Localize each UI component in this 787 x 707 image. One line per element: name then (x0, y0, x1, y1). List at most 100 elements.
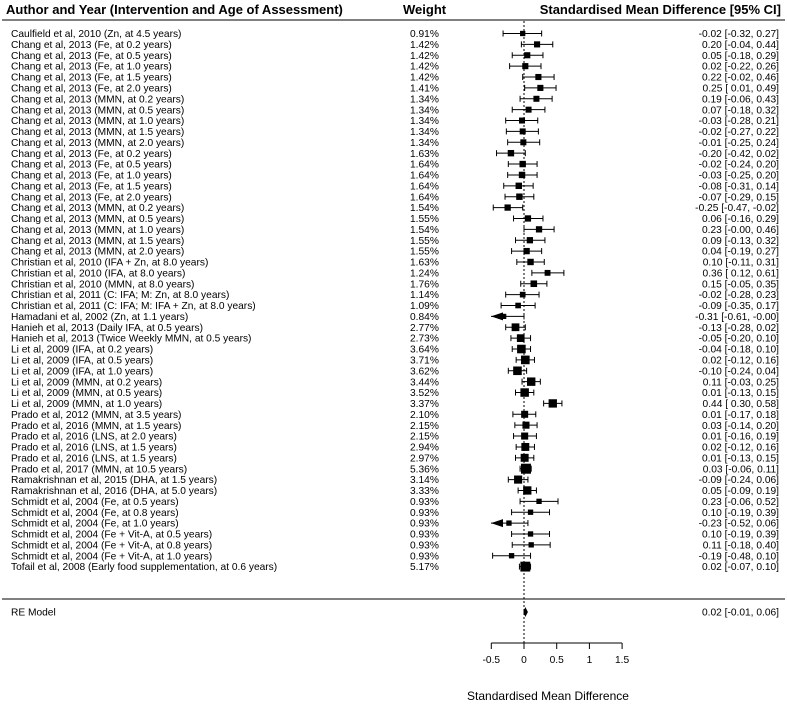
effect-ci-text: 0.22 [-0.02, 0.46] (702, 73, 779, 84)
table-row: Chang et al, 2013 (Fe, at 1.5 years) 1.64… (11, 181, 779, 192)
effect-ci-text: 0.10 [-0.19, 0.39] (702, 530, 779, 541)
effect-ci-text: 0.44 [ 0.30, 0.58] (703, 399, 780, 410)
summary-diamond (523, 607, 528, 617)
effect-ci-text: -0.09 [-0.24, 0.06] (699, 475, 780, 486)
effect-ci-text: 0.02 [-0.12, 0.16] (702, 356, 779, 367)
effect-ci-text: -0.03 [-0.25, 0.20] (699, 171, 780, 182)
table-row: Christian et al, 2010 (IFA, at 8.0 years… (11, 268, 779, 279)
effect-ci-text: 0.10 [-0.19, 0.39] (702, 508, 779, 519)
effect-ci-text: 0.10 [-0.11, 0.31] (703, 258, 779, 269)
table-row: Chang et al, 2013 (Fe, at 0.2 years) 1.42… (11, 40, 779, 51)
effect-ci-text: 0.23 [-0.00, 0.46] (702, 225, 779, 236)
study-label: Chang et al, 2013 (MMN, at 0.2 years) (11, 94, 184, 105)
study-label: Ramakrishnan et al, 2016 (DHA, at 5.0 ye… (11, 486, 217, 497)
weight-value: 1.64% (410, 192, 439, 203)
table-row: Christian et al, 2011 (C: IFA; M: IFA + … (11, 301, 779, 312)
effect-ci-text: 0.01 [-0.13, 0.15] (702, 388, 779, 399)
table-row: Chang et al, 2013 (Fe, at 1.0 years) 1.42… (11, 62, 779, 73)
effect-ci-text: 0.01 [-0.13, 0.15] (702, 453, 779, 464)
table-row: Schmidt et al, 2004 (Fe, at 0.5 years) 0.… (11, 497, 779, 508)
point-estimate (522, 421, 530, 429)
table-row: Chang et al, 2013 (Fe, at 0.5 years) 1.42… (11, 51, 779, 62)
effect-ci-text: -0.31 [-0.61, -0.00] (695, 312, 779, 323)
header-study: Author and Year (Intervention and Age of… (6, 2, 343, 17)
weight-value: 0.84% (410, 312, 439, 323)
study-label: Li et al, 2009 (MMN, at 1.0 years) (11, 399, 162, 410)
effect-ci-text: 0.04 [-0.19, 0.27] (702, 247, 779, 258)
effect-ci-text: -0.08 [-0.31, 0.14] (699, 181, 780, 192)
effect-ci-text: -0.02 [-0.24, 0.20] (699, 160, 780, 171)
study-label: Prado et al, 2012 (MMN, at 3.5 years) (11, 410, 181, 421)
weight-value: 1.34% (410, 116, 439, 127)
study-label: Schmidt et al, 2004 (Fe + Vit-A, at 0.8 … (11, 540, 212, 551)
weight-value: 1.55% (410, 214, 439, 225)
effect-ci-text: 0.07 [-0.18, 0.32] (702, 105, 779, 116)
study-label: Li et al, 2009 (IFA, at 0.2 years) (11, 345, 153, 356)
effect-ci-text: -0.04 [-0.18, 0.10] (699, 345, 780, 356)
study-label: Christian et al, 2010 (MMN, at 8.0 years… (11, 279, 194, 290)
study-label: Chang et al, 2013 (MMN, at 1.0 years) (11, 225, 184, 236)
point-estimate (530, 280, 538, 288)
effect-ci-text: 0.02 [-0.07, 0.10] (702, 562, 779, 573)
weight-value: 1.14% (410, 290, 439, 301)
point-estimate (518, 171, 526, 179)
point-estimate (520, 139, 527, 146)
table-row: Chang et al, 2013 (MMN, at 1.5 years) 1.5… (11, 236, 779, 247)
table-row: Schmidt et al, 2004 (Fe, at 1.0 years) 0.… (11, 519, 779, 530)
table-row: Chang et al, 2013 (MMN, at 0.2 years) 1.3… (11, 94, 779, 105)
weight-value: 3.44% (410, 377, 439, 388)
table-row: Ramakrishnan et al, 2015 (DHA, at 1.5 ye… (11, 475, 779, 486)
study-label: Chang et al, 2013 (Fe, at 0.2 years) (11, 40, 172, 51)
study-label: Hanieh et al, 2013 (Twice Weekly MMN, at… (11, 334, 251, 345)
point-estimate (506, 520, 512, 526)
effect-ci-text: -0.19 [-0.48, 0.10] (699, 551, 780, 562)
table-row: Chang et al, 2013 (MMN, at 1.0 years) 1.5… (11, 225, 779, 236)
point-estimate (526, 377, 536, 386)
table-row: Chang et al, 2013 (MMN, at 0.5 years) 1.3… (11, 105, 779, 116)
weight-value: 1.34% (410, 105, 439, 116)
effect-ci-text: -0.02 [-0.28, 0.23] (699, 290, 780, 301)
point-estimate (521, 442, 530, 451)
effect-ci-text: 0.05 [-0.18, 0.29] (702, 51, 779, 62)
effect-ci-text: 0.15 [-0.05, 0.35] (702, 279, 779, 290)
table-row: Schmidt et al, 2004 (Fe + Vit-A, at 0.8 … (11, 540, 779, 551)
weight-value: 2.15% (410, 432, 439, 443)
table-row: Chang et al, 2013 (MMN, at 2.0 years) 1.5… (11, 247, 779, 258)
weight-value: 1.54% (410, 225, 439, 236)
point-estimate (533, 95, 540, 102)
study-label: Prado et al, 2016 (LNS, at 1.5 years) (11, 443, 177, 454)
point-estimate (504, 204, 511, 211)
table-row: Chang et al, 2013 (Fe, at 1.5 years) 1.42… (11, 73, 779, 84)
effect-ci-text: -0.01 [-0.25, 0.24] (699, 138, 780, 149)
study-rows: Caulfield et al, 2010 (Zn, at 4.5 years)… (11, 29, 779, 573)
point-estimate (520, 453, 529, 462)
effect-ci-text: 0.01 [-0.17, 0.18] (702, 410, 779, 421)
study-label: Schmidt et al, 2004 (Fe + Vit-A, at 1.0 … (11, 551, 212, 562)
table-row: Christian et al, 2010 (MMN, at 8.0 years… (11, 279, 779, 290)
table-row: Christian et al, 2011 (C: IFA; M: Zn, at… (11, 290, 779, 301)
table-row: Chang et al, 2013 (Fe, at 0.2 years) 1.63… (11, 149, 779, 160)
point-estimate (537, 84, 544, 91)
header-effect: Standardised Mean Difference [95% CI] (540, 2, 781, 17)
effect-ci-text: -0.05 [-0.20, 0.10] (699, 334, 780, 345)
study-label: Chang et al, 2013 (Fe, at 2.0 years) (11, 192, 172, 203)
point-estimate (513, 366, 522, 376)
weight-value: 2.15% (410, 421, 439, 432)
table-row: Tofail et al, 2008 (Early food supplemen… (11, 561, 779, 573)
table-row: Prado et al, 2016 (LNS, at 1.5 years) 2.9… (11, 453, 779, 464)
weight-value: 1.09% (410, 301, 439, 312)
study-label: Chang et al, 2013 (Fe, at 1.0 years) (11, 171, 172, 182)
weight-value: 5.17% (410, 562, 439, 573)
effect-ci-text: -0.07 [-0.29, 0.15] (699, 192, 780, 203)
effect-ci-text: 0.11 [-0.03, 0.25] (703, 377, 779, 388)
point-estimate (519, 117, 526, 124)
weight-value: 1.55% (410, 236, 439, 247)
ci-arrow-left (491, 519, 503, 528)
table-row: Prado et al, 2012 (MMN, at 3.5 years) 2.1… (11, 410, 779, 421)
weight-value: 1.34% (410, 138, 439, 149)
weight-value: 1.34% (410, 94, 439, 105)
weight-value: 0.93% (410, 540, 439, 551)
ci-arrow-left (491, 312, 503, 321)
point-estimate (520, 561, 531, 572)
weight-value: 2.10% (410, 410, 439, 421)
